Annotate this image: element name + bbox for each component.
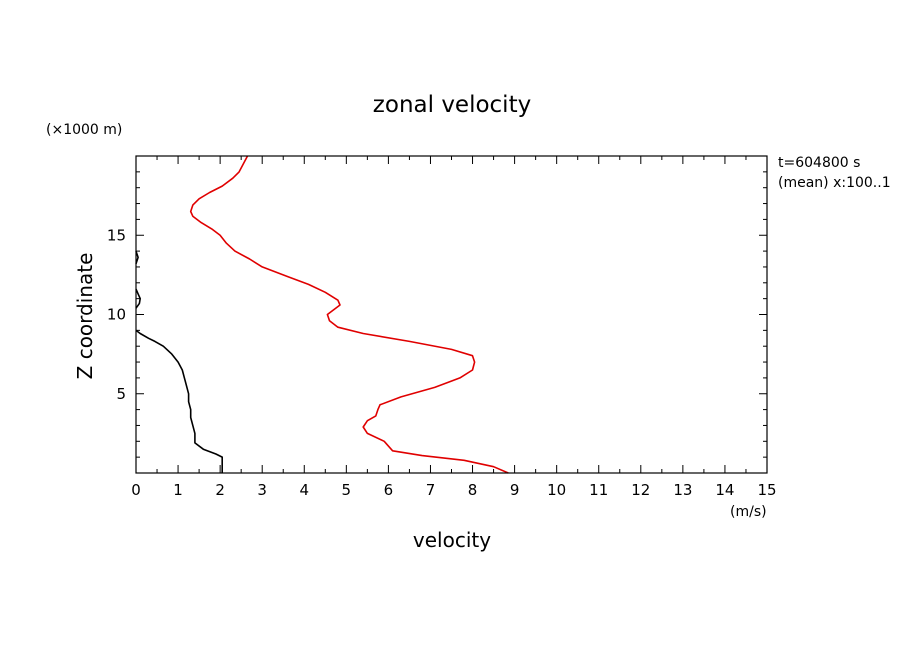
- x-tick-label: 2: [215, 481, 225, 499]
- x-tick-label: 3: [257, 481, 267, 499]
- series-line-3: [135, 288, 141, 309]
- x-axis-label: velocity: [413, 528, 491, 552]
- x-tick-label: 10: [547, 481, 566, 499]
- annotation-time: t=604800 s: [778, 155, 860, 171]
- series-line-1: [189, 155, 509, 474]
- x-tick-label: 5: [342, 481, 352, 499]
- series-line-4: [135, 250, 139, 265]
- y-axis-label: Z coordinate: [73, 253, 97, 380]
- plot-frame: [135, 155, 768, 474]
- x-tick-label: 8: [468, 481, 478, 499]
- y-tick-label: 5: [116, 385, 126, 403]
- x-tick-label: 15: [757, 481, 776, 499]
- x-tick-label: 4: [299, 481, 309, 499]
- x-tick-label: 1: [173, 481, 183, 499]
- series-line-2: [135, 329, 223, 473]
- x-tick-label: 13: [673, 481, 692, 499]
- x-tick-label: 0: [131, 481, 141, 499]
- x-tick-label: 14: [715, 481, 734, 499]
- x-tick-label: 6: [384, 481, 394, 499]
- plot-area: [135, 155, 509, 474]
- y-tick-label: 10: [107, 306, 126, 324]
- x-tick-label: 12: [631, 481, 650, 499]
- x-tick-label: 7: [426, 481, 436, 499]
- x-units-label: (m/s): [730, 504, 767, 520]
- y-units-label: (×1000 m): [46, 122, 122, 138]
- chart-title: zonal velocity: [373, 92, 531, 118]
- y-tick-label: 15: [107, 226, 126, 244]
- x-tick-label: 11: [589, 481, 608, 499]
- x-tick-label: 9: [510, 481, 520, 499]
- annotation-mean: (mean) x:100..1: [778, 175, 891, 191]
